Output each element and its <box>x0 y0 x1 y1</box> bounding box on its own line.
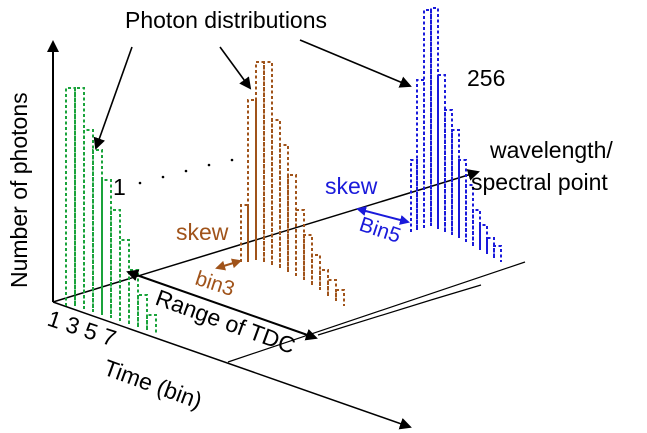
tdc-end-line <box>227 261 526 363</box>
x-axis-line <box>52 301 412 430</box>
depth-axis-line <box>52 169 480 303</box>
pointer-arrow-green <box>93 46 133 150</box>
first-index-label: 1 <box>113 174 126 200</box>
pointer-arrow-blue <box>299 39 412 88</box>
ellipsis-dots <box>138 158 234 185</box>
y-axis-label: Number of photons <box>6 92 32 288</box>
depth-axis-label-line1: wavelength/ <box>489 137 613 163</box>
blue-skew-label: skew <box>325 173 378 199</box>
diagram-title: Photon distributions <box>125 7 327 33</box>
brown-histogram <box>240 61 345 306</box>
x-axis-label: Time (bin) <box>100 354 205 414</box>
depth-axis-label-line2: spectral point <box>471 169 608 195</box>
green-histogram <box>65 87 157 335</box>
pointer-arrow-brown <box>219 46 252 90</box>
far-base-line <box>317 299 432 336</box>
range-of-tdc-arrow <box>126 269 318 341</box>
brown-bin-label: bin3 <box>192 267 237 301</box>
brown-skew-arrow <box>215 258 242 271</box>
blue-histogram <box>410 7 502 262</box>
brown-skew-label: skew <box>176 219 229 245</box>
blue-skew-arrow <box>356 206 410 225</box>
last-index-label: 256 <box>467 65 505 91</box>
far-base-line-2 <box>430 284 482 301</box>
